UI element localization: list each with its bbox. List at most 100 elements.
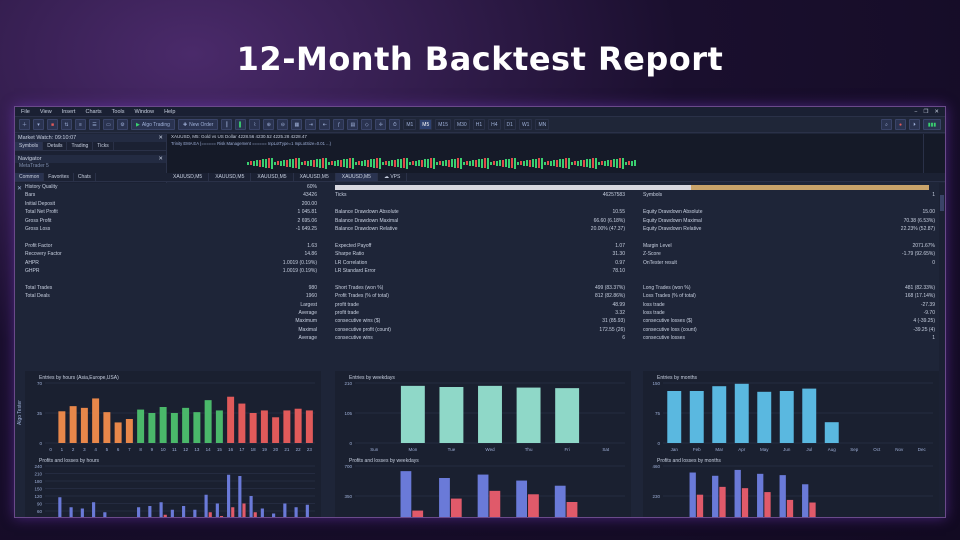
tf-h1[interactable]: H1 [472,119,486,130]
bar [125,419,133,443]
line-chart-icon[interactable]: ⌇ [249,119,261,130]
menu-tools[interactable]: Tools [111,108,125,115]
profit-bar [477,474,489,517]
scrollbar[interactable] [939,183,945,517]
profit-loss-chart: Profits and losses by months 460 230 [643,454,939,517]
tf-m5[interactable]: M5 [419,119,433,130]
restore-icon[interactable]: ❐ [923,108,929,115]
chart-tab[interactable]: XAUUSD,M5 [209,173,252,181]
tab-ticks[interactable]: Ticks [93,142,114,150]
metric-value: 66.60 (6.18%) [593,217,625,224]
autoscroll-icon[interactable]: ⇥ [305,119,317,130]
menu-window[interactable]: Window [134,108,155,115]
bar [80,407,88,443]
bar [802,388,817,443]
zoom-out-icon[interactable]: ⊖ [277,119,289,130]
tf-m15[interactable]: M15 [435,119,451,130]
chart-tab[interactable]: XAUUSD,M5 [251,173,294,181]
candle [490,161,492,165]
candle [445,160,447,166]
tab-details[interactable]: Details [43,142,68,150]
tab-symbols[interactable]: Symbols [15,142,44,150]
tab-chats[interactable]: Chats [74,173,96,181]
metric-value: 1 [932,192,935,199]
report-row: Largest profit trade 48.99 loss trade -27.39 [15,301,939,309]
menu-help[interactable]: Help [164,108,176,115]
menu-charts[interactable]: Charts [85,108,102,115]
tf-h4[interactable]: H4 [488,119,501,130]
candle [547,161,549,165]
menu-view[interactable]: View [39,108,52,115]
new-chart-icon[interactable]: ＋ [19,119,31,130]
x-tick-label: 14 [206,447,212,452]
objects-icon[interactable]: ◇ [361,119,373,130]
tf-m1[interactable]: M1 [403,119,417,130]
metric-label: Average [298,310,317,316]
candle [271,157,273,169]
grid-icon[interactable]: ▦ [291,119,303,130]
chart-tab-vps[interactable]: ☁ VPS [378,173,408,181]
market-watch-icon[interactable]: ⇅ [61,119,73,130]
market-watch-tabs: Symbols Details Trading Ticks [15,142,166,151]
tf-mn[interactable]: MN [535,119,550,130]
candle [511,158,513,168]
navigator-item[interactable]: MetaTrader 5 [19,163,49,169]
search-icon[interactable]: ⌕ [881,119,892,130]
chart-tab[interactable]: XAUUSD,M5 [294,173,336,181]
close-icon[interactable]: ✕ [934,108,939,115]
candle [577,160,579,166]
tab-favorites[interactable]: Favorites [44,173,74,181]
menu-file[interactable]: File [21,108,30,115]
tf-d1[interactable]: D1 [503,119,516,130]
menu-insert[interactable]: Insert [61,108,76,115]
candle [592,158,594,168]
terminal-icon[interactable]: ▭ [103,119,115,130]
close-icon[interactable]: ✕ [158,156,163,162]
signal-icon[interactable]: ⏵ [909,119,920,130]
candle [496,160,498,166]
loss-bar [566,502,578,517]
y-tick-label: 230 [652,494,660,499]
report-row: Profit Factor 1.63 Expected Payoff 1.07 Marg… [15,242,939,250]
chart-tab[interactable]: XAUUSD,M5 [167,173,210,181]
x-tick-label: 19 [262,447,268,452]
profiles-icon[interactable]: ▾ [33,119,45,130]
metric-label: Largest [300,301,317,308]
navigator-icon[interactable]: ☰ [89,119,101,130]
algo-trading-button[interactable]: ▶ Algo Trading [131,119,175,130]
crosshair-icon[interactable]: ✛ [375,119,387,130]
candle-chart-icon[interactable]: ▌ [235,119,247,130]
zoom-in-icon[interactable]: ⊕ [263,119,275,130]
tab-trading[interactable]: Trading [67,142,94,150]
ide-icon[interactable]: ≡ [75,119,87,130]
shift-icon[interactable]: ⇤ [319,119,331,130]
y-tick-label: 0 [39,441,42,446]
close-icon[interactable]: ✕ [158,135,163,141]
tf-w1[interactable]: W1 [518,119,533,130]
bar-chart-icon[interactable]: ┃ [221,119,233,130]
new-order-button[interactable]: ✚ New Order [177,119,219,130]
close-icon[interactable]: ✕ [17,186,23,192]
bar [757,391,772,443]
indicators-icon[interactable]: ƒ [333,119,345,130]
minimize-icon[interactable]: − [914,108,918,115]
tester-icon[interactable]: ⚙ [117,119,129,130]
metric-value: 48.99 [612,301,625,308]
tf-m30[interactable]: M30 [453,119,470,130]
candle [247,161,249,165]
chart-tab-active[interactable]: XAUUSD,M5 [335,173,378,181]
report-row: Total Deals 1960 Profit Trades (% of total… [15,292,939,300]
period-icon[interactable]: ⏱ [389,119,401,130]
metric-label: Long Trades (won %) [643,284,691,291]
candle [418,160,420,166]
tab-common[interactable]: Common [15,173,45,181]
x-tick-label: Wed [485,447,495,452]
battery-icon[interactable]: ▮▮▮ [923,119,941,130]
account-icon[interactable]: ● [895,119,906,130]
candle [628,161,630,165]
templates-icon[interactable]: ▤ [347,119,359,130]
scrollbar-thumb[interactable] [940,195,944,211]
profit-bar [182,506,186,517]
metric-label: loss trade [643,301,665,308]
stop-icon[interactable]: ■ [47,119,59,130]
